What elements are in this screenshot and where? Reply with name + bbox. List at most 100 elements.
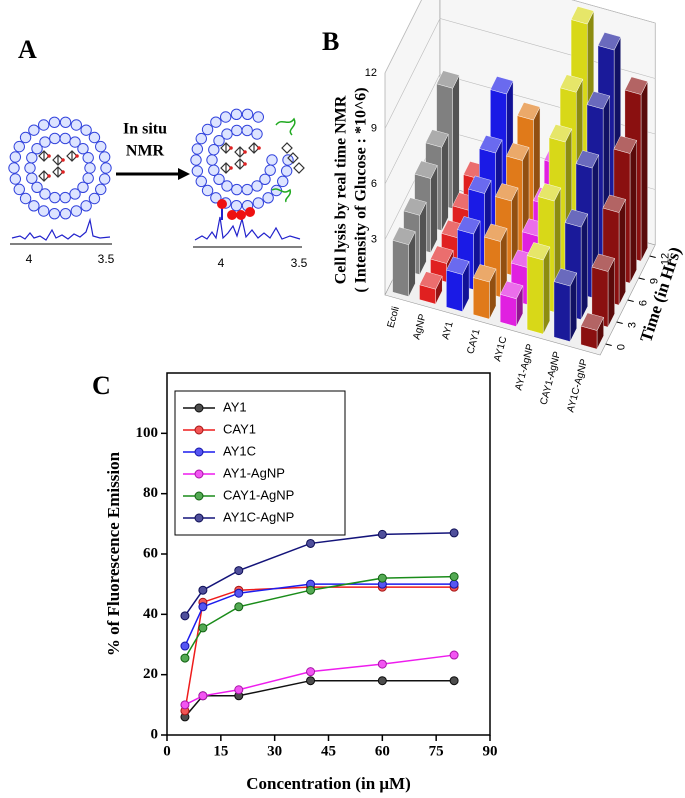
- bar: [526, 255, 544, 335]
- lipid-head: [48, 116, 61, 129]
- y-tick-label: 40: [143, 606, 158, 622]
- legend-label: AY1-AgNP: [223, 465, 285, 480]
- y-tick: [605, 343, 612, 346]
- x-tick-label: AY1C-AgNP: [565, 358, 590, 414]
- spectrum-tick: 3.5: [98, 252, 115, 266]
- lipid-head: [241, 124, 253, 137]
- y-tick-label: 12: [660, 253, 672, 265]
- lipid-head: [208, 144, 220, 156]
- bar: [499, 294, 517, 327]
- point: [449, 650, 459, 660]
- vesicle: [8, 116, 112, 220]
- glucose-o: [229, 166, 233, 170]
- series-line: [184, 575, 455, 659]
- lipid-head: [24, 162, 36, 174]
- lipid-head: [251, 128, 263, 140]
- x-tick-label: AY1: [440, 320, 455, 341]
- lipid-head: [77, 143, 89, 155]
- point: [234, 685, 244, 695]
- lipid-head: [48, 207, 61, 220]
- lipid-head: [82, 172, 94, 184]
- legend-marker: [194, 425, 204, 435]
- y-tick-label: 0: [151, 726, 159, 742]
- lipid-head: [59, 116, 72, 129]
- bar: [553, 281, 571, 342]
- point: [377, 659, 387, 669]
- x-tick-label: AY1-AgNP: [513, 343, 536, 392]
- point: [449, 579, 459, 589]
- point: [180, 641, 190, 651]
- lipid-head: [195, 132, 207, 145]
- lipid-head: [252, 197, 265, 209]
- peptide: [275, 117, 296, 136]
- lipid-head: [59, 191, 71, 204]
- x-tick-label: CAY1: [465, 327, 482, 355]
- lipid-head: [219, 111, 232, 123]
- lipid-head: [9, 151, 22, 163]
- lipid-head: [69, 136, 81, 148]
- glucose-o: [61, 170, 65, 174]
- point: [377, 573, 387, 583]
- y-tick-label: 6: [638, 300, 650, 306]
- bar-side: [629, 140, 637, 284]
- x-tick-label: 75: [429, 743, 444, 759]
- lipid-head: [230, 108, 243, 121]
- lipid-head: [19, 192, 32, 205]
- legend-label: AY1: [223, 399, 247, 414]
- point: [449, 676, 459, 686]
- lipid-head: [69, 188, 81, 200]
- glucose-o: [61, 158, 65, 162]
- lipid-head: [98, 151, 111, 163]
- lipid-head: [210, 192, 222, 204]
- glucose-free: [287, 152, 299, 164]
- legend-marker: [194, 469, 204, 479]
- peak-marker: [245, 207, 255, 217]
- x-tick-label: 90: [483, 743, 498, 759]
- spectrum-tick: 4: [26, 252, 33, 266]
- bar-side: [543, 246, 551, 335]
- lipid-head: [262, 192, 274, 204]
- y-tick: [616, 321, 623, 324]
- y-axis-title: % of Fluorescence Emission: [104, 451, 123, 656]
- lipid-head: [28, 124, 40, 136]
- lipid-head: [201, 184, 214, 197]
- arrow-label: NMR: [126, 143, 165, 160]
- lipid-head: [280, 165, 293, 177]
- glucose-o: [243, 162, 247, 166]
- legend-marker: [194, 513, 204, 523]
- x-tick-label: AY1C: [492, 335, 509, 362]
- peak-marker: [217, 199, 227, 209]
- y-tick-label: 100: [136, 425, 159, 441]
- legend-marker: [194, 403, 204, 413]
- lipid-head: [80, 124, 92, 136]
- z-tick-label: 6: [371, 178, 377, 190]
- diagram: In situ NMR 4 3.5 4 3.5: [8, 108, 308, 270]
- lipid-head: [213, 135, 225, 147]
- bar: [446, 269, 463, 312]
- legend-marker: [194, 491, 204, 501]
- lipid-head: [210, 116, 222, 128]
- bar-side: [430, 165, 438, 253]
- bar: [419, 284, 436, 305]
- arrow-head: [178, 168, 190, 180]
- series-line: [184, 532, 455, 617]
- legend-marker: [194, 447, 204, 457]
- chart-3d: 3 6 9 12 Cell lysis by real time NMR( Intens…: [333, 0, 685, 414]
- point: [306, 538, 316, 548]
- grid-line: [384, 0, 656, 74]
- spectrum-tick: 3.5: [291, 256, 308, 270]
- lipid-head: [231, 124, 243, 137]
- series-line: [184, 583, 455, 647]
- x-tick-label: 0: [163, 743, 171, 759]
- spectrum: [194, 216, 301, 241]
- lipid-head: [70, 205, 83, 217]
- lipid-head: [28, 200, 40, 212]
- chart-line: 0 20 40 60 80 100 0 15 30 45 60 75 90 Concentration (…: [104, 372, 498, 793]
- lipid-head: [191, 143, 204, 155]
- lipid-head: [8, 162, 20, 174]
- lipid-head: [221, 180, 233, 192]
- lipid-head: [26, 172, 38, 184]
- vesicle-lysed: [190, 108, 305, 212]
- lipid-head: [31, 181, 43, 193]
- lipid-head: [264, 164, 276, 176]
